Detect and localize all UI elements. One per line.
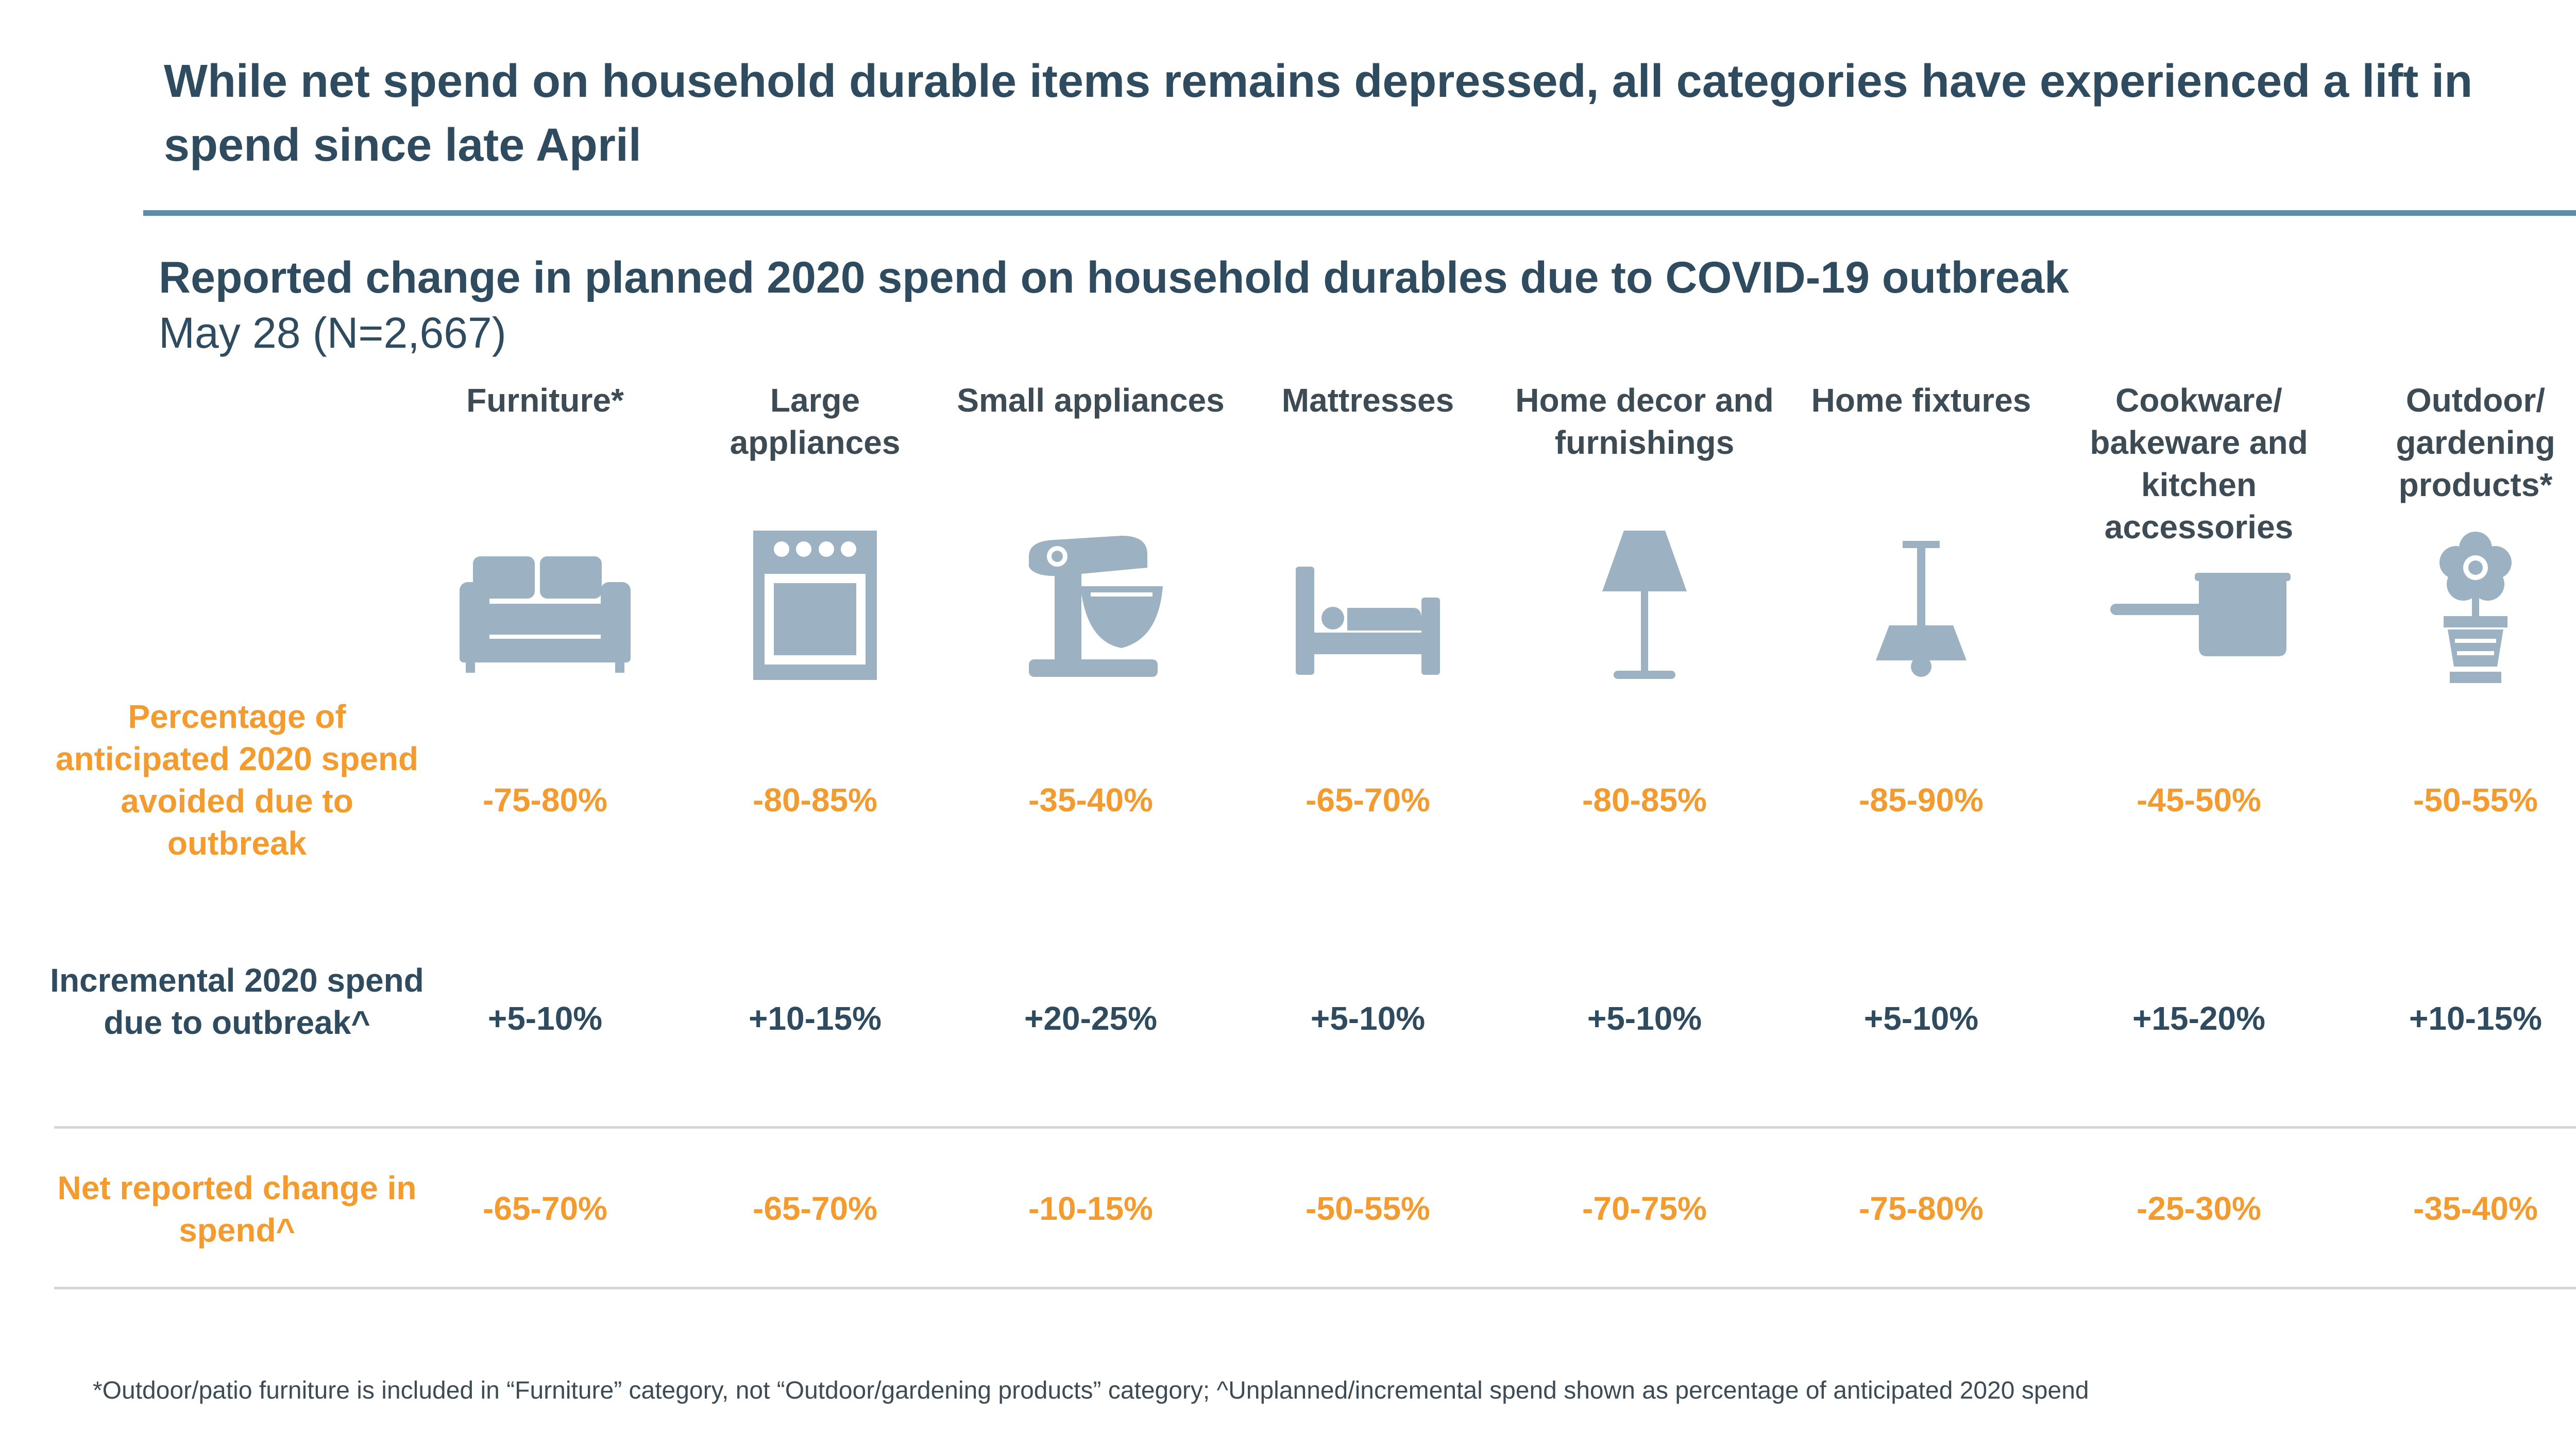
category-header: Large appliances bbox=[730, 382, 901, 461]
value-net: -10-15% bbox=[1028, 1190, 1153, 1227]
value-net: -65-70% bbox=[483, 1190, 607, 1227]
category-header: Home decor and furnishings bbox=[1515, 382, 1774, 461]
value-avoided: -85-90% bbox=[1859, 781, 1984, 819]
value-avoided: -50-55% bbox=[2413, 781, 2538, 819]
row-label-incremental: Incremental 2020 spend due to outbreak^ bbox=[50, 962, 424, 1041]
title-rule bbox=[143, 210, 2576, 216]
value-avoided: -45-50% bbox=[2137, 781, 2261, 819]
value-incremental: +5-10% bbox=[1310, 1000, 1426, 1037]
flower-pot-icon bbox=[2383, 520, 2568, 690]
row-label-net: Net reported change in spend^ bbox=[57, 1169, 417, 1249]
category-header: Mattresses bbox=[1281, 382, 1454, 419]
value-net: -75-80% bbox=[1859, 1190, 1984, 1227]
value-net: -70-75% bbox=[1582, 1190, 1707, 1227]
divider-line bbox=[54, 1126, 2576, 1129]
row-label-avoided: Percentage of anticipated 2020 spend avo… bbox=[55, 698, 419, 862]
headline: While net spend on household durable ite… bbox=[164, 56, 2473, 171]
value-net: -65-70% bbox=[753, 1190, 877, 1227]
value-avoided: -65-70% bbox=[1306, 781, 1430, 819]
category-header: Furniture* bbox=[466, 382, 624, 419]
value-incremental: +10-15% bbox=[2409, 1000, 2542, 1037]
value-avoided: -35-40% bbox=[1028, 781, 1153, 819]
stand-mixer-icon bbox=[998, 520, 1183, 690]
lamp-icon bbox=[1552, 520, 1737, 690]
category-header: Outdoor/ gardening products* bbox=[2396, 382, 2555, 503]
value-net: -25-30% bbox=[2137, 1190, 2261, 1227]
value-incremental: +5-10% bbox=[1863, 1000, 1979, 1037]
chart-title: Reported change in planned 2020 spend on… bbox=[159, 253, 2070, 302]
footnote: *Outdoor/patio furniture is included in … bbox=[93, 1377, 2089, 1404]
value-incremental: +5-10% bbox=[487, 1000, 603, 1037]
category-header: Small appliances bbox=[957, 382, 1225, 419]
saucepan-icon bbox=[2106, 520, 2292, 690]
value-net: -50-55% bbox=[1306, 1190, 1430, 1227]
value-net: -35-40% bbox=[2413, 1190, 2538, 1227]
divider-line bbox=[54, 1287, 2576, 1289]
ceiling-light-icon bbox=[1828, 520, 2014, 690]
value-avoided: -75-80% bbox=[483, 781, 607, 819]
sofa-icon bbox=[452, 520, 638, 690]
category-header: Cookware/ bakeware and kitchen accessori… bbox=[2090, 382, 2308, 546]
value-incremental: +20-25% bbox=[1024, 1000, 1157, 1037]
value-incremental: +5-10% bbox=[1587, 1000, 1702, 1037]
category-header: Home fixtures bbox=[1811, 382, 2031, 419]
oven-icon bbox=[722, 520, 908, 690]
value-incremental: +15-20% bbox=[2132, 1000, 2265, 1037]
value-avoided: -80-85% bbox=[1582, 781, 1707, 819]
bed-icon bbox=[1275, 520, 1461, 690]
value-avoided: -80-85% bbox=[753, 781, 877, 819]
chart-date: May 28 (N=2,667) bbox=[159, 309, 506, 357]
value-incremental: +10-15% bbox=[749, 1000, 882, 1037]
